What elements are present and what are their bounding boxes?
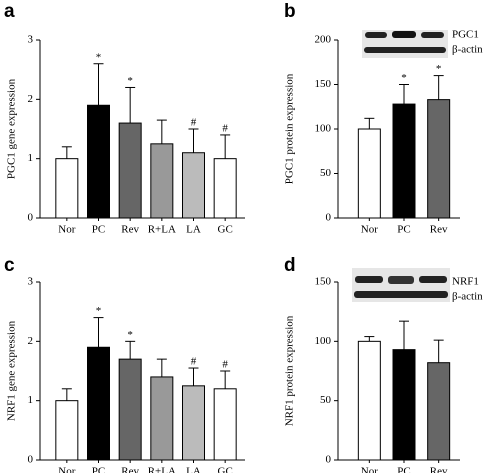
y-tick-label: 100 [315, 335, 332, 347]
bar [118, 122, 142, 219]
panel-label: a [4, 1, 15, 22]
x-tick-label: PC [92, 466, 105, 473]
bar [392, 103, 416, 219]
y-tick-label: 0 [28, 212, 34, 224]
bar [427, 362, 451, 461]
y-tick-label: 100 [315, 123, 332, 135]
significance-mark: * [96, 305, 102, 317]
x-tick-label: PC [397, 466, 410, 473]
bar [182, 152, 205, 219]
y-tick-label: 0 [28, 454, 34, 466]
blot-label: PGC1 [452, 29, 479, 41]
y-tick-label: 200 [315, 34, 332, 46]
x-tick-label: Nor [361, 224, 378, 236]
y-axis-label: NRF1 gene expression [6, 320, 18, 421]
panel-label: d [284, 255, 296, 276]
significance-mark: * [401, 72, 407, 84]
x-tick-label: GC [218, 466, 233, 473]
significance-mark: # [191, 356, 197, 368]
blot-label: β-actin [452, 291, 483, 303]
y-tick-label: 3 [28, 34, 34, 46]
x-tick-label: PC [397, 224, 410, 236]
panel-label: c [4, 255, 15, 276]
x-tick-label: Rev [430, 224, 448, 236]
y-tick-label: 2 [28, 335, 34, 347]
y-tick-label: 1 [28, 394, 34, 406]
bar [55, 400, 79, 461]
y-tick-label: 150 [315, 78, 332, 90]
y-tick-label: 50 [320, 394, 332, 406]
x-tick-label: Rev [430, 466, 448, 473]
bar [87, 104, 110, 219]
y-tick-label: 1 [28, 152, 34, 164]
y-tick-label: 0 [326, 454, 332, 466]
bar [55, 158, 79, 219]
bar [427, 99, 451, 219]
y-tick-label: 50 [320, 167, 332, 179]
bar [357, 128, 381, 219]
bar [150, 143, 174, 219]
blot-label: NRF1 [452, 276, 479, 288]
significance-mark: # [222, 359, 228, 371]
x-tick-label: R+LA [148, 466, 176, 473]
significance-mark: # [191, 117, 197, 129]
x-tick-label: R+LA [148, 224, 176, 236]
y-tick-label: 3 [28, 276, 34, 288]
significance-mark: # [222, 122, 228, 134]
y-axis-label: NRF1 protein expression [284, 315, 296, 426]
panel-label: b [284, 1, 296, 22]
y-tick-label: 150 [315, 276, 332, 288]
y-axis-label: PGC1 gene expression [6, 78, 18, 179]
bar [392, 349, 416, 461]
x-tick-label: Nor [58, 224, 75, 236]
significance-mark: * [96, 51, 102, 63]
x-tick-label: Rev [121, 224, 139, 236]
x-tick-label: LA [186, 466, 201, 473]
significance-mark: * [127, 75, 133, 87]
bar [357, 340, 381, 461]
blot-b [362, 30, 448, 58]
bar [87, 346, 110, 461]
bar [118, 358, 142, 461]
bar [150, 376, 174, 461]
x-tick-label: Nor [361, 466, 378, 473]
y-axis-label: PGC1 protein expression [284, 73, 296, 184]
bar [213, 158, 237, 219]
x-tick-label: Rev [121, 466, 139, 473]
bar [182, 385, 205, 461]
significance-mark: * [436, 63, 442, 75]
x-tick-label: PC [92, 224, 105, 236]
x-tick-label: Nor [58, 466, 75, 473]
blot-d [352, 268, 450, 302]
blot-label: β-actin [452, 44, 483, 56]
x-tick-label: GC [218, 224, 233, 236]
y-tick-label: 2 [28, 93, 34, 105]
significance-mark: * [127, 329, 133, 341]
bar [213, 388, 237, 461]
x-tick-label: LA [186, 224, 201, 236]
y-tick-label: 0 [326, 212, 332, 224]
